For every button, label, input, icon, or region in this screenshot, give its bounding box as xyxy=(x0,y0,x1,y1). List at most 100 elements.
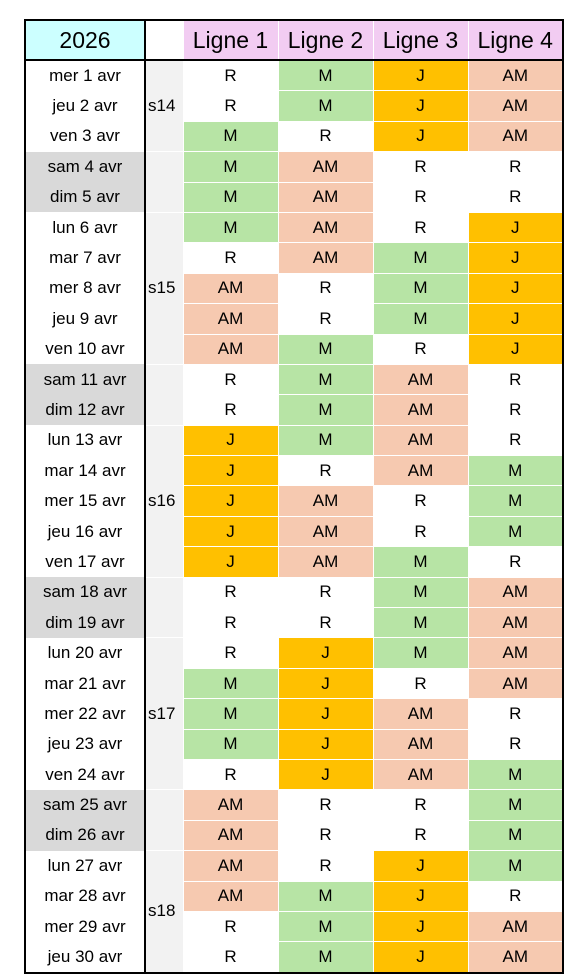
shift-cell-ligne-4[interactable]: R xyxy=(467,394,564,426)
shift-cell-ligne-4[interactable]: R xyxy=(467,424,564,457)
shift-cell-ligne-3[interactable]: J xyxy=(372,850,469,882)
column-header-ligne-3[interactable]: Ligne 3 xyxy=(372,20,469,61)
week-label-cell[interactable]: s16 xyxy=(145,424,183,578)
shift-cell-ligne-1[interactable]: AM xyxy=(182,880,279,912)
shift-cell-ligne-3[interactable]: R xyxy=(372,151,469,183)
column-header-ligne-4[interactable]: Ligne 4 xyxy=(467,20,564,61)
week-label-cell[interactable] xyxy=(145,151,183,213)
shift-cell-ligne-1[interactable]: AM xyxy=(182,333,279,365)
date-cell[interactable]: sam 4 avr xyxy=(25,151,146,183)
date-cell[interactable]: mar 21 avr xyxy=(25,668,146,699)
shift-cell-ligne-1[interactable]: J xyxy=(182,546,279,578)
shift-cell-ligne-2[interactable]: R xyxy=(277,789,374,821)
shift-cell-ligne-1[interactable]: M xyxy=(182,120,279,153)
date-cell[interactable]: dim 26 avr xyxy=(25,820,146,851)
shift-cell-ligne-4[interactable]: AM xyxy=(467,607,564,639)
date-cell[interactable]: mer 15 avr xyxy=(25,485,146,517)
shift-cell-ligne-1[interactable]: R xyxy=(182,90,279,122)
shift-cell-ligne-1[interactable]: R xyxy=(182,607,279,639)
shift-cell-ligne-3[interactable]: AM xyxy=(372,728,469,760)
shift-cell-ligne-2[interactable]: AM xyxy=(277,515,374,548)
shift-cell-ligne-2[interactable]: M xyxy=(277,424,374,457)
shift-cell-ligne-2[interactable]: M xyxy=(277,394,374,426)
shift-cell-ligne-2[interactable]: AM xyxy=(277,546,374,578)
shift-cell-ligne-1[interactable]: M xyxy=(182,181,279,213)
shift-cell-ligne-4[interactable]: R xyxy=(467,546,564,578)
shift-cell-ligne-3[interactable]: AM xyxy=(372,758,469,791)
shift-cell-ligne-2[interactable]: J xyxy=(277,758,374,791)
shift-cell-ligne-4[interactable]: M xyxy=(467,850,564,882)
shift-cell-ligne-3[interactable]: R xyxy=(372,667,469,700)
shift-cell-ligne-1[interactable]: M xyxy=(182,698,279,730)
shift-cell-ligne-2[interactable]: R xyxy=(277,607,374,639)
shift-cell-ligne-2[interactable]: R xyxy=(277,455,374,487)
shift-cell-ligne-1[interactable]: J xyxy=(182,424,279,457)
shift-cell-ligne-3[interactable]: J xyxy=(372,90,469,122)
date-cell[interactable]: lun 13 avr xyxy=(25,425,146,456)
shift-cell-ligne-3[interactable]: J xyxy=(372,59,469,92)
year-header[interactable]: 2026 xyxy=(25,20,146,61)
shift-cell-ligne-2[interactable]: J xyxy=(277,728,374,760)
shift-cell-ligne-3[interactable]: J xyxy=(372,120,469,153)
shift-cell-ligne-1[interactable]: J xyxy=(182,455,279,487)
shift-cell-ligne-4[interactable]: R xyxy=(467,151,564,183)
shift-cell-ligne-1[interactable]: AM xyxy=(182,789,279,821)
shift-cell-ligne-4[interactable]: J xyxy=(467,333,564,365)
shift-cell-ligne-1[interactable]: M xyxy=(182,151,279,183)
week-header-cell[interactable] xyxy=(145,20,183,61)
shift-cell-ligne-1[interactable]: AM xyxy=(182,303,279,335)
shift-cell-ligne-4[interactable]: AM xyxy=(467,941,564,974)
shift-cell-ligne-4[interactable]: AM xyxy=(467,90,564,122)
shift-cell-ligne-2[interactable]: J xyxy=(277,637,374,669)
shift-cell-ligne-3[interactable]: J xyxy=(372,941,469,974)
date-cell[interactable]: mer 1 avr xyxy=(25,60,146,91)
shift-cell-ligne-3[interactable]: M xyxy=(372,546,469,578)
week-label-cell[interactable]: s17 xyxy=(145,637,183,790)
shift-cell-ligne-4[interactable]: J xyxy=(467,211,564,244)
shift-cell-ligne-1[interactable]: AM xyxy=(182,272,279,305)
week-label-cell[interactable] xyxy=(145,789,183,851)
shift-cell-ligne-2[interactable]: J xyxy=(277,667,374,700)
shift-cell-ligne-3[interactable]: M xyxy=(372,637,469,669)
shift-cell-ligne-2[interactable]: R xyxy=(277,850,374,882)
shift-cell-ligne-4[interactable]: J xyxy=(467,242,564,274)
shift-cell-ligne-1[interactable]: AM xyxy=(182,819,279,852)
shift-cell-ligne-3[interactable]: R xyxy=(372,819,469,852)
week-label-cell[interactable]: s15 xyxy=(145,211,183,365)
shift-cell-ligne-4[interactable]: M xyxy=(467,485,564,517)
shift-cell-ligne-3[interactable]: AM xyxy=(372,394,469,426)
shift-cell-ligne-4[interactable]: AM xyxy=(467,120,564,153)
shift-cell-ligne-1[interactable]: R xyxy=(182,941,279,974)
date-cell[interactable]: mar 7 avr xyxy=(25,242,146,274)
shift-cell-ligne-1[interactable]: R xyxy=(182,758,279,791)
shift-cell-ligne-1[interactable]: R xyxy=(182,394,279,426)
shift-cell-ligne-2[interactable]: M xyxy=(277,880,374,912)
date-cell[interactable]: jeu 30 avr xyxy=(25,941,146,973)
shift-cell-ligne-4[interactable]: R xyxy=(467,728,564,760)
date-cell[interactable]: dim 19 avr xyxy=(25,607,146,638)
date-cell[interactable]: lun 27 avr xyxy=(25,850,146,882)
week-label-cell[interactable] xyxy=(145,363,183,426)
date-cell[interactable]: sam 18 avr xyxy=(25,577,146,608)
shift-cell-ligne-2[interactable]: J xyxy=(277,698,374,730)
date-cell[interactable]: sam 25 avr xyxy=(25,789,146,821)
date-cell[interactable]: jeu 23 avr xyxy=(25,729,146,760)
shift-cell-ligne-2[interactable]: AM xyxy=(277,485,374,517)
shift-cell-ligne-3[interactable]: M xyxy=(372,607,469,639)
date-cell[interactable]: lun 20 avr xyxy=(25,637,146,669)
date-cell[interactable]: ven 17 avr xyxy=(25,546,146,578)
date-cell[interactable]: mar 28 avr xyxy=(25,881,146,912)
date-cell[interactable]: ven 3 avr xyxy=(25,121,146,152)
shift-cell-ligne-4[interactable]: AM xyxy=(467,910,564,943)
shift-cell-ligne-4[interactable]: AM xyxy=(467,637,564,669)
shift-cell-ligne-4[interactable]: M xyxy=(467,789,564,821)
shift-cell-ligne-3[interactable]: J xyxy=(372,910,469,943)
date-cell[interactable]: mer 29 avr xyxy=(25,911,146,942)
shift-cell-ligne-2[interactable]: M xyxy=(277,333,374,365)
shift-cell-ligne-2[interactable]: R xyxy=(277,819,374,852)
date-cell[interactable]: mar 14 avr xyxy=(25,455,146,486)
date-cell[interactable]: ven 24 avr xyxy=(25,759,146,790)
shift-cell-ligne-4[interactable]: M xyxy=(467,455,564,487)
shift-cell-ligne-4[interactable]: J xyxy=(467,303,564,335)
shift-cell-ligne-3[interactable]: R xyxy=(372,181,469,213)
